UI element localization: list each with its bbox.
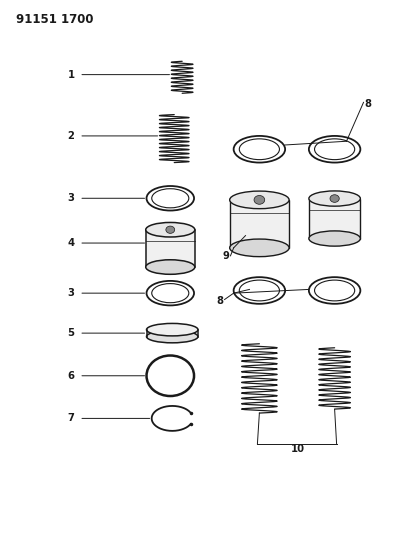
Ellipse shape [230, 191, 289, 209]
Text: 91151 1700: 91151 1700 [16, 13, 93, 26]
Text: 4: 4 [67, 238, 74, 248]
Ellipse shape [147, 330, 198, 343]
Text: 7: 7 [68, 414, 74, 423]
Ellipse shape [230, 239, 289, 257]
Ellipse shape [309, 191, 360, 206]
Text: 9: 9 [222, 251, 229, 261]
Polygon shape [309, 199, 360, 239]
Text: 6: 6 [67, 371, 74, 381]
Ellipse shape [309, 231, 360, 246]
Text: 10: 10 [291, 444, 305, 454]
Ellipse shape [166, 226, 175, 233]
Text: 3: 3 [68, 193, 74, 203]
Ellipse shape [254, 196, 265, 204]
Text: 5: 5 [67, 328, 74, 338]
Text: 8: 8 [217, 296, 224, 306]
Ellipse shape [330, 195, 339, 203]
Text: 1: 1 [67, 70, 74, 79]
Text: 2: 2 [68, 131, 74, 141]
Text: 8: 8 [364, 99, 371, 109]
Ellipse shape [147, 324, 198, 336]
Text: 3: 3 [68, 288, 74, 298]
Ellipse shape [146, 260, 195, 274]
Polygon shape [146, 230, 195, 267]
Polygon shape [230, 200, 289, 248]
Ellipse shape [146, 222, 195, 237]
